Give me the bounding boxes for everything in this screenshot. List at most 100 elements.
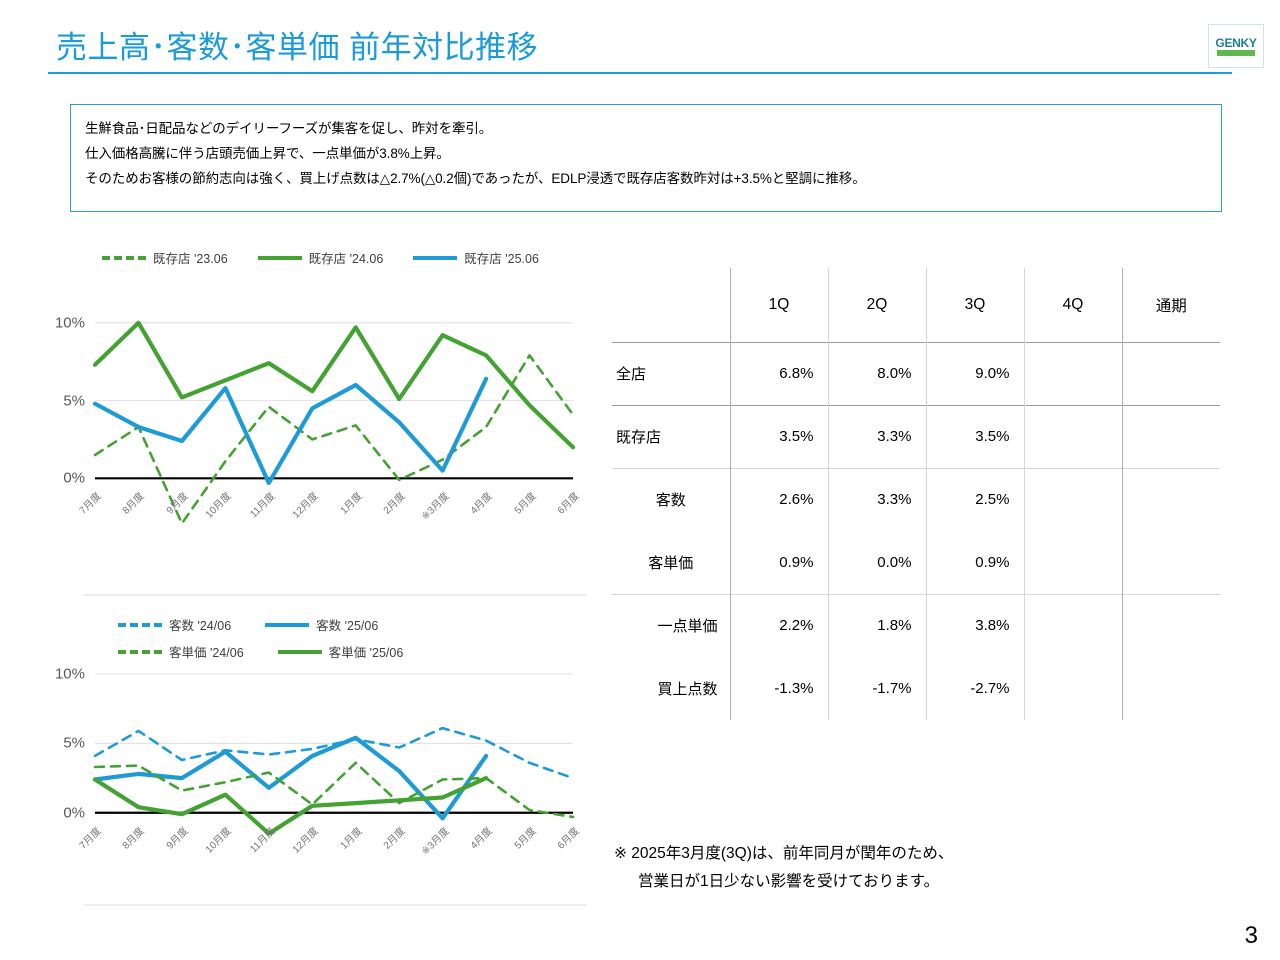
chart2-plot-area: 0% 5% 10% 7月度 8月度 9月度 10月度 11月度 12月度 1月度 2月度 ※3月度 4月… [55,665,587,906]
legend-item-customers-2406: 客数 '24/06 [118,615,231,634]
cell-r3-c2: 0.9% [925,531,1024,594]
table-row: 買上点数 -1.3% -1.7% -2.7% [612,657,1220,720]
logo-green-bar [1217,49,1255,56]
footnote: ※ 2025年3月度(3Q)は、前年同月が閏年のため、 営業日が1日少ない影響を… [614,840,953,896]
chart1-legend: 既存店 '23.06 既存店 '24.06 既存店 '25.06 [102,248,539,267]
y-axis-tick: 5% [63,734,85,752]
cell-r0-c2: 9.0% [925,341,1024,405]
logo-wordmark: GENKY [1215,35,1257,50]
cell-r0-c4 [1121,341,1220,405]
y-axis-tick: 10% [54,314,85,332]
chart2-legend: 客数 '24/06 客数 '25/06 客単価 '24/06 客単価 '25/0… [118,615,403,661]
footnote-line-2: 営業日が1日少ない影響を受けております。 [638,873,940,890]
page-title: 売上高･客数･客単価 前年対比推移 [56,30,539,65]
cell-r1-c2: 3.5% [925,404,1024,468]
cell-r3-c0: 0.9% [729,531,828,594]
legend-label: 既存店 '23.06 [153,252,228,266]
row-header-1: 既存店 [612,404,730,468]
column-header-4q: 4Q [1023,268,1122,342]
legend-label: 客数 '24/06 [169,619,232,633]
cell-r4-c0: 2.2% [729,593,828,657]
cell-r5-c0: -1.3% [729,657,828,720]
series-line-2 [93,761,575,819]
legend-label: 客単価 '25/06 [328,646,404,660]
cell-r3-c3 [1023,531,1122,594]
legend-item-unitprice-2506: 客単価 '25/06 [277,642,404,661]
cell-r2-c0: 2.6% [729,467,828,531]
y-axis-tick: 0% [63,469,85,487]
row-header-2: 客数 [612,467,730,531]
cell-r1-c1: 3.3% [827,404,926,468]
series-line-1 [92,735,489,821]
dashed-green-line-icon [102,255,146,260]
cell-r5-c1: -1.7% [827,657,926,720]
dashed-green-line-icon [118,649,162,654]
table-row: 客数 2.6% 3.3% 2.5% [612,467,1220,531]
cell-r4-c2: 3.8% [925,593,1024,657]
table-header-row: 1Q 2Q 3Q 4Q 通期 [612,268,1220,342]
existing-store-chart: 既存店 '23.06 既存店 '24.06 既存店 '25.06 0% 5% 10%… [40,240,587,596]
cell-r4-c4 [1121,593,1220,657]
cell-r5-c3 [1023,657,1122,720]
cell-r0-c0: 6.8% [729,341,828,405]
cell-r2-c2: 2.5% [925,467,1024,531]
solid-blue-line-icon [265,622,310,627]
legend-item-existing-2406: 既存店 '24.06 [257,248,384,267]
legend-label: 既存店 '24.06 [308,252,384,266]
cell-r4-c3 [1023,593,1122,657]
column-header-1q: 1Q [729,268,828,342]
row-header-5: 買上点数 [657,682,718,698]
cell-r1-c4 [1121,404,1220,468]
column-header-2q: 2Q [827,268,926,342]
solid-blue-line-icon [413,255,458,260]
genky-logo: GENKY [1208,24,1264,68]
commentary-box: 生鮮食品･日配品などのデイリーフーズが集客を促し、昨対を牽引。 仕入価格高騰に伴… [70,104,1222,212]
column-header-total: 通期 [1121,268,1220,342]
row-header-3: 客単価 [648,554,694,572]
table-row: 全店 6.8% 8.0% 9.0% [612,341,1220,405]
cell-r2-c4 [1121,467,1220,531]
chart1-plot-area: 0% 5% 10% 7月度 8月度 9月度 10月度 11月度 12月度 1月度 2月度 ※3月度 4月… [55,314,587,596]
y-axis-tick: 0% [63,804,85,822]
y-axis-tick: 5% [63,392,85,410]
series-line-3 [92,775,489,836]
commentary-line-2: 仕入価格高騰に伴う店頭売価上昇で、一点単価が3.8%上昇。 [85,146,450,161]
cell-r1-c0: 3.5% [729,404,828,468]
cell-r5-c2: -2.7% [925,657,1024,720]
quarterly-metrics-table: 1Q 2Q 3Q 4Q 通期 全店 6.8% 8.0% 9.0% 既存店 3.5% 3.3%… [612,268,1220,720]
row-header-4: 一点単価 [612,593,730,657]
cell-r2-c3 [1023,467,1122,531]
commentary-line-3: そのためお客様の節約志向は強く、買上げ点数は△2.7%(△0.2個)であったが、… [85,171,866,186]
cell-r2-c1: 3.3% [827,467,926,531]
legend-label: 客数 '25/06 [316,619,379,633]
footnote-line-1: ※ 2025年3月度(3Q)は、前年同月が閏年のため、 [614,845,954,862]
solid-green-line-icon [257,255,302,260]
legend-item-existing-2506: 既存店 '25.06 [413,248,539,267]
dashed-blue-line-icon [118,622,162,627]
table-corner-cell [612,268,730,342]
cell-r0-c1: 8.0% [827,341,926,405]
series-line-1 [92,320,576,450]
cell-r4-c1: 1.8% [827,593,926,657]
solid-green-line-icon [277,649,322,654]
series-line-0 [93,354,575,525]
series-line-2 [92,376,489,486]
series-line-0 [93,726,575,780]
customer-count-unitprice-chart: 客数 '24/06 客数 '25/06 客単価 '24/06 客単価 '25/0… [40,605,587,906]
cell-r3-c1: 0.0% [827,531,926,594]
column-header-3q: 3Q [925,268,1024,342]
legend-item-existing-2306: 既存店 '23.06 [102,248,228,267]
table-row: 既存店 3.5% 3.3% 3.5% [612,404,1220,468]
page-number: 3 [1244,922,1258,949]
cell-r1-c3 [1023,404,1122,468]
commentary-line-1: 生鮮食品･日配品などのデイリーフーズが集客を促し、昨対を牽引。 [85,121,493,136]
title-divider [48,72,1232,74]
cell-r0-c3 [1023,341,1122,405]
y-axis-tick: 10% [54,665,85,683]
legend-item-unitprice-2406: 客単価 '24/06 [118,642,244,661]
legend-label: 既存店 '25.06 [464,252,539,266]
table-row: 客単価 0.9% 0.0% 0.9% [612,531,1220,594]
cell-r5-c4 [1121,657,1220,720]
legend-label: 客単価 '24/06 [169,646,244,660]
legend-item-customers-2506: 客数 '25/06 [265,615,378,634]
